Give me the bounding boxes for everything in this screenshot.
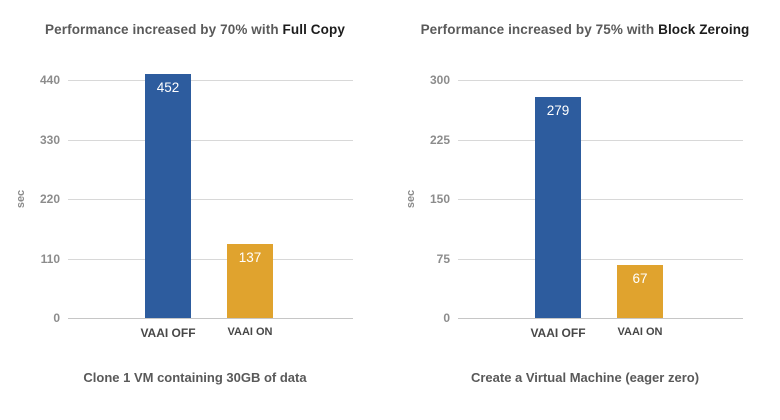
chart-title-emphasis: Block Zeroing (658, 22, 750, 37)
chart-title-emphasis: Full Copy (282, 22, 345, 37)
x-category-label: VAAI OFF (530, 326, 586, 340)
plot-area: 440 330 220 110 0 452 VAAI OFF 137 VAAI ON (40, 73, 353, 340)
chart-title: Performance increased by 75% with Block … (390, 22, 780, 37)
plot-area: 300 225 150 75 0 279 VAAI OFF 67 VAAI ON (430, 73, 743, 340)
y-tick-label: 0 (443, 311, 450, 325)
y-tick-label: 220 (39, 192, 60, 206)
bar-vaai-on: 137 (227, 243, 273, 318)
y-tick-label: 75 (436, 251, 450, 266)
chart-title-plain: Performance increased by 75% with (420, 22, 655, 37)
y-tick-label: 225 (429, 132, 450, 147)
x-axis-line (68, 318, 353, 319)
gridline (68, 199, 353, 200)
y-tick-label: 0 (53, 311, 60, 325)
gridline (458, 80, 743, 81)
y-tick-label: 440 (39, 73, 60, 87)
x-category-label: VAAI ON (227, 326, 273, 338)
chart-full-copy: Performance increased by 70% with Full C… (0, 22, 390, 385)
y-tick-label: 110 (40, 251, 60, 266)
bar-value-label: 279 (546, 102, 570, 118)
bar-value-label: 137 (238, 249, 262, 265)
bar-vaai-off: 452 (145, 73, 191, 318)
x-axis-line (458, 318, 743, 319)
bar-vaai-on: 67 (617, 264, 663, 318)
gridline (68, 80, 353, 81)
gridline (68, 139, 353, 141)
x-category-label: VAAI ON (617, 326, 663, 338)
chart-title: Performance increased by 70% with Full C… (0, 22, 390, 37)
bar-value-label: 67 (632, 270, 648, 286)
y-tick-label: 330 (39, 132, 60, 147)
x-category-label: VAAI OFF (140, 326, 196, 340)
y-tick-label: 300 (429, 73, 450, 87)
gridline (458, 258, 743, 260)
gridline (458, 199, 743, 200)
gridline (458, 139, 743, 141)
chart-caption: Clone 1 VM containing 30GB of data (83, 370, 307, 385)
gridline (68, 258, 353, 260)
chart-title-plain: Performance increased by 70% with (45, 22, 279, 37)
chart-caption: Create a Virtual Machine (eager zero) (470, 370, 700, 385)
bar-value-label: 452 (156, 79, 180, 95)
chart-block-zeroing: Performance increased by 75% with Block … (390, 0, 780, 420)
bar-vaai-off: 279 (535, 96, 581, 318)
y-tick-label: 150 (429, 192, 450, 206)
